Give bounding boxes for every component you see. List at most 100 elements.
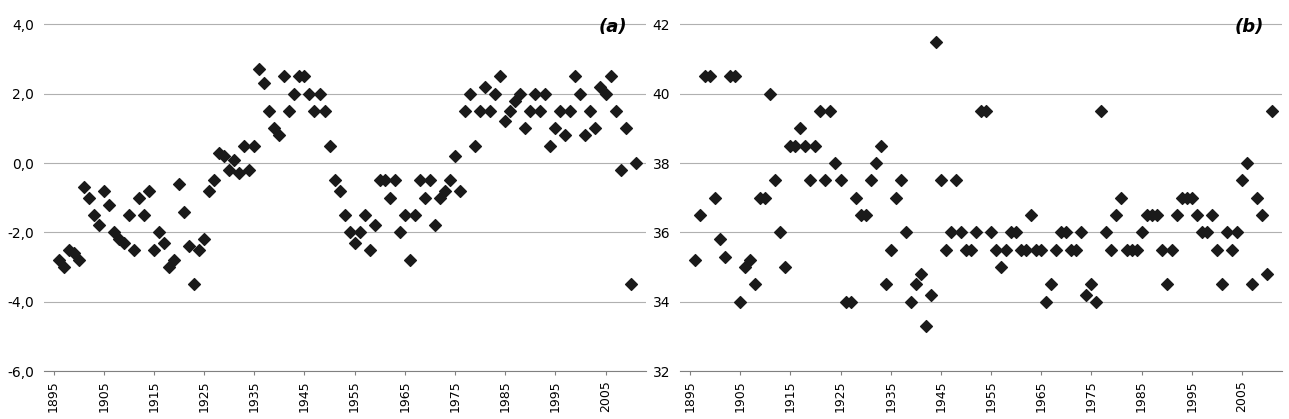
Point — [735, 264, 755, 270]
Point — [394, 212, 415, 218]
Point — [1201, 212, 1222, 218]
Point — [289, 73, 309, 80]
Point — [575, 132, 596, 139]
Point — [1262, 108, 1283, 114]
Point — [1016, 246, 1036, 253]
Point — [329, 187, 349, 194]
Point — [550, 108, 571, 114]
Point — [740, 257, 761, 264]
Point — [193, 236, 214, 243]
Point — [269, 132, 290, 139]
Point — [485, 91, 505, 97]
Point — [1241, 281, 1262, 288]
Point — [505, 97, 526, 104]
Point — [830, 177, 851, 184]
Point — [339, 229, 360, 236]
Point — [1236, 160, 1257, 166]
Text: (a): (a) — [599, 18, 628, 36]
Point — [275, 73, 295, 80]
Point — [79, 194, 99, 201]
Point — [1182, 194, 1203, 201]
Point — [764, 177, 785, 184]
Point — [705, 194, 726, 201]
Point — [846, 194, 866, 201]
Point — [519, 108, 540, 114]
Point — [1161, 246, 1182, 253]
Point — [690, 212, 710, 218]
Point — [851, 212, 871, 218]
Point — [264, 125, 285, 132]
Point — [991, 264, 1012, 270]
Point — [971, 108, 991, 114]
Point — [405, 212, 425, 218]
Point — [936, 246, 956, 253]
Point — [400, 257, 420, 264]
Point — [896, 229, 916, 236]
Point — [1191, 229, 1212, 236]
Point — [976, 108, 996, 114]
Point — [1127, 246, 1147, 253]
Point — [780, 142, 800, 149]
Point — [1045, 246, 1066, 253]
Point — [199, 187, 219, 194]
Point — [860, 177, 880, 184]
Point — [585, 125, 606, 132]
Point — [920, 292, 941, 298]
Point — [53, 264, 73, 270]
Point — [770, 229, 790, 236]
Point — [1141, 212, 1161, 218]
Point — [254, 80, 275, 87]
Point — [986, 246, 1007, 253]
Point — [434, 187, 455, 194]
Point — [1172, 194, 1192, 201]
Point — [1036, 298, 1057, 305]
Point — [1212, 281, 1232, 288]
Point — [901, 298, 922, 305]
Point — [108, 236, 129, 243]
Point — [761, 91, 781, 97]
Point — [159, 264, 179, 270]
Point — [169, 181, 189, 187]
Point — [825, 160, 846, 166]
Point — [875, 281, 896, 288]
Point — [596, 91, 616, 97]
Point — [134, 212, 155, 218]
Point — [424, 222, 445, 229]
Point — [1167, 212, 1187, 218]
Point — [840, 298, 861, 305]
Point — [514, 125, 535, 132]
Point — [880, 246, 901, 253]
Point — [561, 108, 581, 114]
Point — [715, 253, 736, 260]
Point — [570, 91, 590, 97]
Point — [684, 257, 705, 264]
Point — [625, 160, 646, 166]
Point — [63, 250, 84, 256]
Point — [981, 229, 1002, 236]
Point — [129, 194, 150, 201]
Point — [113, 240, 134, 246]
Point — [500, 108, 521, 114]
Point — [820, 108, 840, 114]
Point — [1121, 246, 1142, 253]
Point — [910, 271, 931, 277]
Point — [164, 257, 184, 264]
Point — [1090, 108, 1111, 114]
Point — [815, 177, 835, 184]
Point — [610, 167, 630, 173]
Point — [905, 281, 926, 288]
Point — [188, 246, 209, 253]
Point — [856, 212, 877, 218]
Point — [455, 108, 476, 114]
Point — [556, 132, 576, 139]
Point — [510, 91, 531, 97]
Point — [965, 229, 986, 236]
Point — [224, 156, 245, 163]
Point — [1056, 229, 1076, 236]
Point — [315, 108, 335, 114]
Point — [955, 246, 976, 253]
Point — [445, 153, 465, 160]
Point — [48, 257, 68, 264]
Point — [450, 187, 470, 194]
Point — [1096, 229, 1116, 236]
